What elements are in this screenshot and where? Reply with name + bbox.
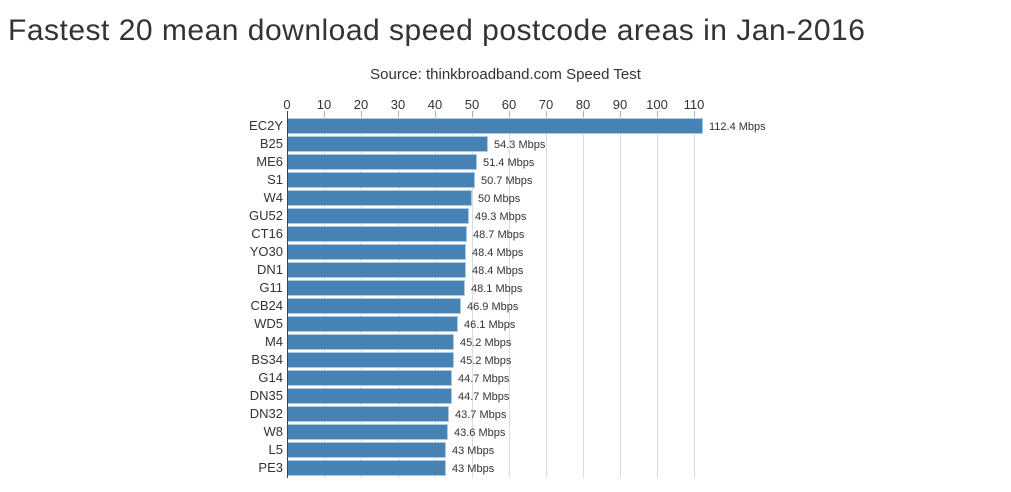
bar [287,424,448,440]
x-tick-mark [657,111,658,117]
category-label: S1 [267,172,283,187]
value-label: 49.3 Mbps [475,211,527,223]
gridline [583,117,584,478]
value-label: 43.7 Mbps [455,409,507,421]
gridline [472,117,473,478]
category-label: B25 [259,136,283,151]
x-tick-mark [509,111,510,117]
x-tick-label: 80 [575,97,591,112]
value-label: 50 Mbps [478,193,521,205]
gridline [509,117,510,478]
category-label: PE3 [258,460,283,475]
value-label: 54.3 Mbps [494,139,546,151]
x-tick-label: 30 [390,97,406,112]
category-label: DN1 [256,262,283,277]
category-label: GU52 [249,208,283,223]
value-label: 48.4 Mbps [472,265,524,277]
bar [287,352,454,368]
x-tick-label: 50 [464,97,480,112]
gridline [694,117,695,478]
category-label: DN32 [249,406,283,421]
value-label: 44.7 Mbps [458,373,510,385]
bar [287,298,461,314]
gridline [398,117,399,478]
gridline [620,117,621,478]
gridline [324,117,325,478]
category-label: EC2Y [249,118,283,133]
bar [287,262,466,278]
bar [287,406,449,422]
x-tick-label: 90 [612,97,628,112]
bar [287,280,465,296]
x-tick-mark [398,111,399,117]
value-label: 43.6 Mbps [454,427,506,439]
value-label: 48.4 Mbps [472,247,524,259]
gridline [546,117,547,478]
x-tick-label: 110 [683,97,705,112]
gridline [361,117,362,478]
x-tick-label: 70 [538,97,554,112]
x-tick-mark [324,111,325,117]
category-label: CB24 [250,298,283,313]
x-tick-mark [694,111,695,117]
x-tick-label: 60 [501,97,517,112]
x-tick-label: 100 [646,97,668,112]
value-label: 46.1 Mbps [464,319,516,331]
value-label: 51.4 Mbps [483,157,535,169]
category-label: L5 [268,442,283,457]
bar [287,208,469,224]
value-label: 43 Mbps [452,445,495,457]
value-label: 46.9 Mbps [467,301,519,313]
bar [287,370,452,386]
category-label: BS34 [251,352,283,367]
bar [287,172,475,188]
category-label: W4 [263,190,284,205]
bar [287,460,446,476]
value-label: 112.4 Mbps [709,121,766,133]
chart-subtitle: Source: thinkbroadband.com Speed Test [370,66,641,83]
x-tick-mark [435,111,436,117]
value-label: 48.7 Mbps [473,229,525,241]
bar [287,442,446,458]
bar [287,226,467,242]
x-tick-label: 40 [427,97,443,112]
bar [287,316,458,332]
value-label: 45.2 Mbps [460,355,512,367]
category-label: YO30 [249,244,283,259]
x-tick-mark [546,111,547,117]
bar [287,154,477,170]
gridline [435,117,436,478]
x-tick-mark [361,111,362,117]
bar [287,118,703,134]
y-axis-line [287,111,288,478]
x-tick-mark [620,111,621,117]
x-tick-mark [472,111,473,117]
value-label: 45.2 Mbps [460,337,512,349]
category-label: DN35 [249,388,283,403]
bar [287,244,466,260]
category-label: ME6 [256,154,283,169]
bar [287,334,454,350]
value-label: 43 Mbps [452,463,495,475]
category-label: M4 [264,334,283,349]
value-label: 44.7 Mbps [458,391,510,403]
category-label: CT16 [251,226,283,241]
category-label: W8 [263,424,284,439]
x-tick-mark [583,111,584,117]
bar [287,388,452,404]
bar [287,190,472,206]
value-label: 50.7 Mbps [481,175,533,187]
x-tick-label: 10 [316,97,332,112]
bar [287,136,488,152]
x-tick-label: 20 [353,97,369,112]
category-label: G14 [258,370,283,385]
category-label: G11 [259,280,283,295]
gridline [657,117,658,478]
chart-title: Fastest 20 mean download speed postcode … [8,14,866,47]
x-tick-label: 0 [283,97,291,112]
category-label: WD5 [254,316,283,331]
value-label: 48.1 Mbps [471,283,523,295]
